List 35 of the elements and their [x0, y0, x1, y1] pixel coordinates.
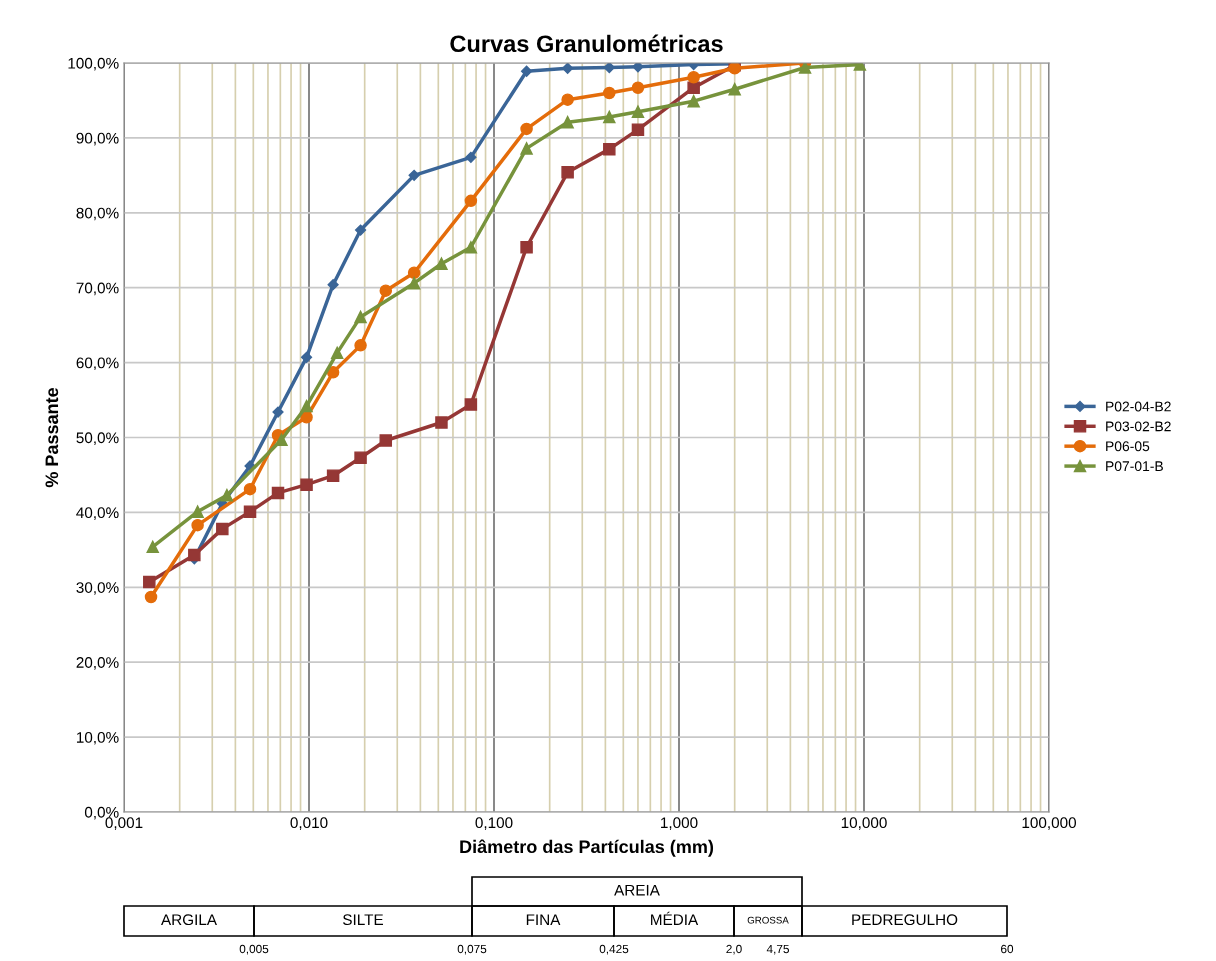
legend-label: P02-04-B2 — [1106, 401, 1171, 412]
y-tick-label: 10,0% — [76, 731, 119, 745]
text: 60 — [1001, 944, 1014, 954]
text: 2,0 — [726, 944, 742, 955]
text: ARGILA — [161, 914, 217, 926]
y-tick-label: 20,0% — [76, 657, 119, 670]
text: 0,075 — [457, 944, 487, 955]
y-axis-title: % Passante — [45, 387, 59, 488]
text: AREIA — [614, 884, 660, 896]
text: FINA — [526, 914, 561, 925]
legend-label: P03-02-B2 — [1106, 421, 1171, 432]
y-tick-label: 30,0% — [76, 582, 119, 595]
x-tick-label: 10,000 — [841, 817, 887, 830]
x-tick-label: 0,100 — [475, 817, 513, 830]
y-tick-label: 50,0% — [76, 432, 119, 445]
text: GROSSA — [747, 916, 789, 924]
text: 4,75 — [766, 944, 789, 955]
text: SILTE — [343, 914, 384, 926]
text: 0,425 — [599, 944, 629, 955]
x-tick-label: 0,010 — [290, 817, 328, 830]
text: PEDREGULHO — [852, 914, 958, 926]
chart-title: Curvas Granulométricas — [450, 34, 723, 53]
x-axis-title: Diâmetro das Partículas (mm) — [460, 839, 714, 857]
y-tick-label: 40,0% — [76, 507, 119, 520]
text: MÉDIA — [651, 911, 699, 925]
y-tick-label: 60,0% — [76, 357, 119, 371]
x-tick-label: 100,000 — [1022, 817, 1077, 830]
y-tick-label: 80,0% — [76, 207, 119, 221]
y-tick-label: 90,0% — [76, 132, 119, 146]
legend-label: P07-01-B — [1106, 461, 1163, 472]
y-tick-label: 100,0% — [68, 57, 119, 71]
text: 0,005 — [239, 944, 269, 955]
y-tick-label: 70,0% — [76, 282, 119, 296]
x-tick-label: 1,000 — [661, 817, 698, 830]
legend-label: P06-05 — [1106, 441, 1150, 452]
